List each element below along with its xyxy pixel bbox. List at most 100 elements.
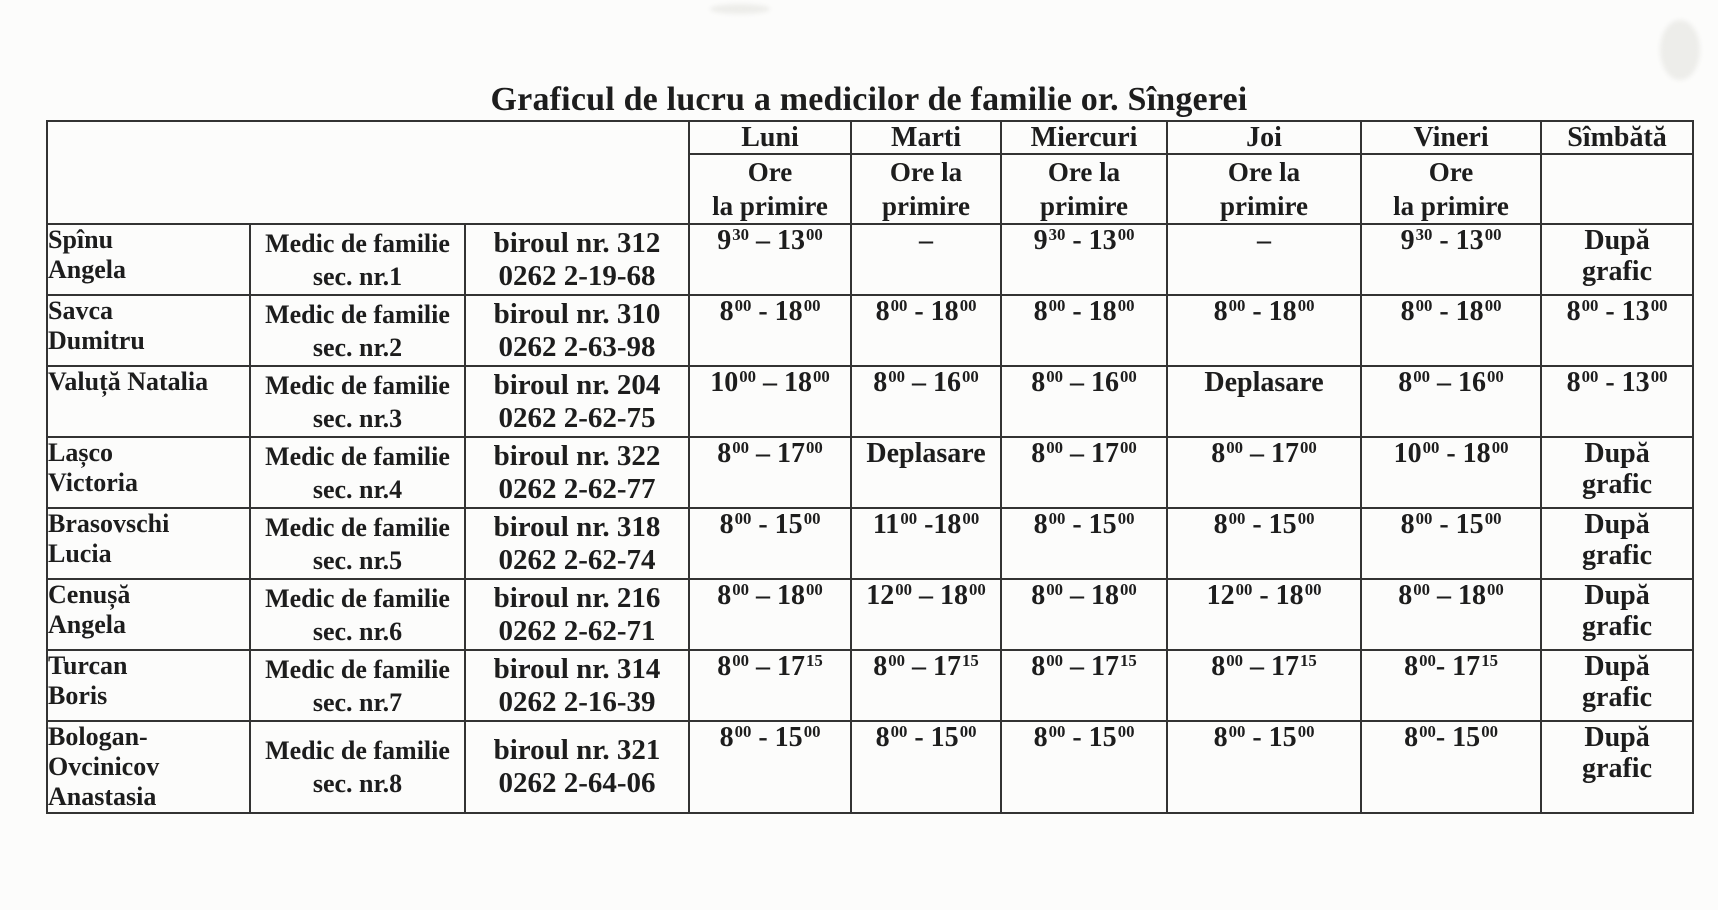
doctor-name-cell: Valuță Natalia — [46, 365, 251, 438]
subheader-simbata — [1540, 153, 1695, 225]
schedule-cell: 800- 1715 — [1360, 649, 1543, 722]
schedule-cell: – — [1166, 223, 1363, 296]
doctor-row: Turcan Boris Medic de familie sec. nr.7 bi… — [46, 649, 1695, 722]
doctor-office-cell: biroul nr. 312 0262 2-19-68 — [463, 223, 691, 296]
schedule-cell: 800 - 1300 — [1540, 294, 1695, 367]
day-header-row: Luni Marti Miercuri Joi Vineri Sîmbătă — [45, 120, 1695, 225]
schedule-cell: 1000 - 1800 — [1360, 436, 1543, 509]
doctor-name-cell: Lașco Victoria — [46, 436, 251, 509]
schedule-cell: 800 - 1800 — [688, 294, 853, 367]
doctor-role-cell: Medic de familie sec. nr.2 — [249, 294, 466, 367]
subheader-vineri: Ore la primire — [1360, 153, 1543, 225]
scan-smudge-right — [1660, 20, 1700, 80]
schedule-cell: 1200 – 1800 — [850, 578, 1003, 651]
schedule-cell: După grafic — [1540, 649, 1695, 722]
subheader-joi: Ore la primire — [1166, 153, 1363, 225]
schedule-cell: 800 – 1700 — [688, 436, 853, 509]
schedule-cell: Deplasare — [1166, 365, 1363, 438]
schedule-cell: 930 – 1300 — [688, 223, 853, 296]
doctor-name-cell: Bologan- Ovcinicov Anastasia — [46, 720, 251, 814]
doctor-row: Bologan- Ovcinicov Anastasia Medic de fam… — [46, 720, 1695, 814]
schedule-cell: 800 - 1800 — [850, 294, 1003, 367]
doctor-row: Lașco Victoria Medic de familie sec. nr.4… — [46, 436, 1695, 509]
schedule-cell: După grafic — [1540, 223, 1695, 296]
schedule-cell: După grafic — [1540, 507, 1695, 580]
doctor-role-cell: Medic de familie sec. nr.5 — [249, 507, 466, 580]
schedule-cell: 800 - 1800 — [1360, 294, 1543, 367]
doctor-name-cell: Turcan Boris — [46, 649, 251, 722]
doctor-role-cell: Medic de familie sec. nr.4 — [249, 436, 466, 509]
doctor-office-cell: biroul nr. 204 0262 2-62-75 — [463, 365, 691, 438]
schedule-cell: 800 - 1500 — [1166, 720, 1363, 814]
subheader-row: Ore la primire Ore la primire Ore la pri… — [47, 153, 1695, 225]
doctor-role-cell: Medic de familie sec. nr.8 — [249, 720, 466, 814]
schedule-cell: 800 – 1715 — [1000, 649, 1169, 722]
schedule-cell: După grafic — [1540, 436, 1695, 509]
schedule-cell: 930 - 1300 — [1360, 223, 1543, 296]
subheader-marti: Ore la primire — [850, 153, 1003, 225]
doctor-role-cell: Medic de familie sec. nr.3 — [249, 365, 466, 438]
schedule-cell: 800 – 1800 — [1360, 578, 1543, 651]
doctor-name-cell: Cenușă Angela — [46, 578, 251, 651]
doctor-name-cell: Brasovschi Lucia — [46, 507, 251, 580]
schedule-cell: 800 - 1500 — [688, 507, 853, 580]
schedule-cell: 800 – 1715 — [850, 649, 1003, 722]
schedule-cell: 800 – 1700 — [1000, 436, 1169, 509]
doctor-row: Brasovschi Lucia Medic de familie sec. nr… — [46, 507, 1695, 580]
doctor-office-cell: biroul nr. 314 0262 2-16-39 — [463, 649, 691, 722]
schedule-cell: 800- 1500 — [1360, 720, 1543, 814]
doctor-row: Valuță Natalia Medic de familie sec. nr.3… — [46, 365, 1695, 438]
schedule-cell: 1000 – 1800 — [688, 365, 853, 438]
schedule-table: Luni Marti Miercuri Joi Vineri Sîmbătă O… — [45, 120, 1695, 814]
doctor-name-cell: Spînu Angela — [46, 223, 251, 296]
doctor-office-cell: biroul nr. 310 0262 2-63-98 — [463, 294, 691, 367]
day-header-simbata: Sîmbătă — [1540, 120, 1695, 155]
day-header-vineri: Vineri — [1360, 120, 1543, 155]
schedule-cell: 1200 - 1800 — [1166, 578, 1363, 651]
schedule-cell: – — [850, 223, 1003, 296]
schedule-cell: 800 – 1800 — [1000, 578, 1169, 651]
schedule-cell: După grafic — [1540, 720, 1695, 814]
doctor-office-cell: biroul nr. 216 0262 2-62-71 — [463, 578, 691, 651]
schedule-cell: 800 – 1600 — [1000, 365, 1169, 438]
day-header-marti: Marti — [850, 120, 1003, 155]
schedule-cell: 800 - 1500 — [1360, 507, 1543, 580]
schedule-cell: 800 - 1500 — [1000, 507, 1169, 580]
doctor-role-cell: Medic de familie sec. nr.7 — [249, 649, 466, 722]
schedule-cell: 800 - 1500 — [1166, 507, 1363, 580]
doctor-row: Cenușă Angela Medic de familie sec. nr.6 b… — [46, 578, 1695, 651]
day-header-luni: Luni — [688, 120, 853, 155]
schedule-cell: 800 – 1715 — [1166, 649, 1363, 722]
doctor-row: Savca Dumitru Medic de familie sec. nr.2 b… — [46, 294, 1695, 367]
doctor-name-cell: Savca Dumitru — [46, 294, 251, 367]
doctor-office-cell: biroul nr. 318 0262 2-62-74 — [463, 507, 691, 580]
doctor-role-cell: Medic de familie sec. nr.6 — [249, 578, 466, 651]
schedule-cell: 800 – 1715 — [688, 649, 853, 722]
corner-cell — [45, 120, 691, 225]
schedule-cell: 800 - 1500 — [688, 720, 853, 814]
schedule-cell: 800 - 1500 — [850, 720, 1003, 814]
schedule-cell: 1100 -1800 — [850, 507, 1003, 580]
schedule-cell: 800 - 1500 — [1000, 720, 1169, 814]
scan-smudge-top — [710, 4, 770, 14]
doctor-rows: Spînu Angela Medic de familie sec. nr.1 bi… — [46, 223, 1695, 814]
doctor-office-cell: biroul nr. 322 0262 2-62-77 — [463, 436, 691, 509]
subheader-miercuri: Ore la primire — [1000, 153, 1169, 225]
schedule-cell: 800 – 1600 — [850, 365, 1003, 438]
schedule-cell: După grafic — [1540, 578, 1695, 651]
subheader-luni: Ore la primire — [688, 153, 853, 225]
day-header-joi: Joi — [1166, 120, 1363, 155]
doctor-row: Spînu Angela Medic de familie sec. nr.1 bi… — [46, 223, 1695, 296]
schedule-cell: 800 – 1700 — [1166, 436, 1363, 509]
doctor-role-cell: Medic de familie sec. nr.1 — [249, 223, 466, 296]
schedule-cell: 800 - 1300 — [1540, 365, 1695, 438]
schedule-cell: Deplasare — [850, 436, 1003, 509]
doctor-office-cell: biroul nr. 321 0262 2-64-06 — [463, 720, 691, 814]
schedule-cell: 800 – 1800 — [688, 578, 853, 651]
schedule-cell: 800 - 1800 — [1000, 294, 1169, 367]
page-title: Graficul de lucru a medicilor de familie… — [490, 80, 1248, 118]
schedule-cell: 930 - 1300 — [1000, 223, 1169, 296]
schedule-cell: 800 - 1800 — [1166, 294, 1363, 367]
schedule-cell: 800 – 1600 — [1360, 365, 1543, 438]
day-header-miercuri: Miercuri — [1000, 120, 1169, 155]
